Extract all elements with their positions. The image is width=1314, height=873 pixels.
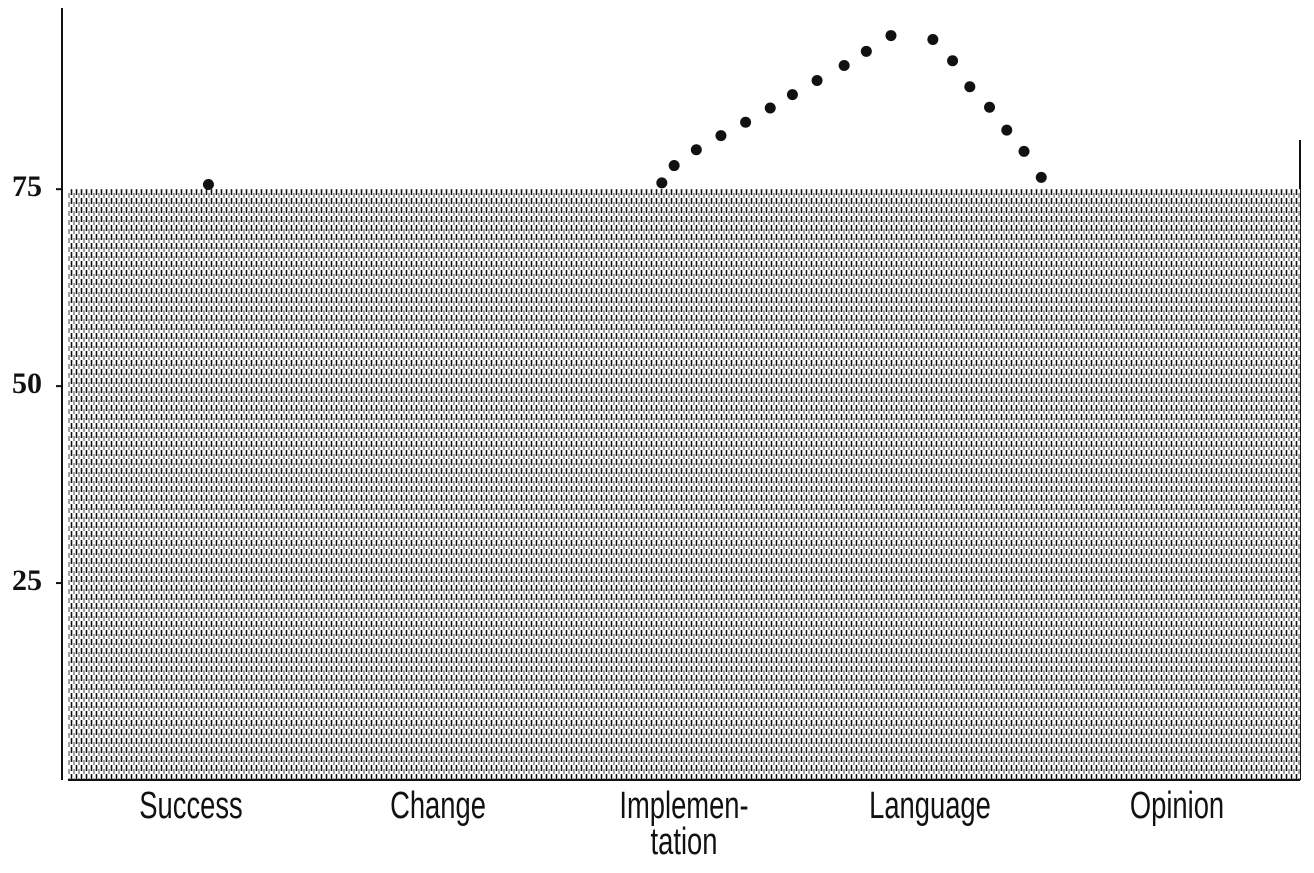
point bbox=[669, 160, 680, 171]
point bbox=[656, 177, 667, 188]
point bbox=[947, 55, 958, 66]
bar bbox=[561, 189, 807, 780]
chart: 25 50 75 bbox=[0, 0, 1314, 873]
y-tick-label: 50 bbox=[12, 367, 42, 400]
point bbox=[1001, 125, 1012, 136]
y-tick-label: 75 bbox=[12, 170, 42, 203]
bar bbox=[68, 189, 314, 780]
point bbox=[927, 34, 938, 45]
page: 255075 (() => { const data = JSON.parse(… bbox=[0, 0, 1314, 873]
point bbox=[715, 130, 726, 141]
x-tick-label: Implemen- tation bbox=[576, 788, 792, 860]
x-tick-label: Opinion bbox=[1069, 788, 1285, 824]
x-tick-label: Language bbox=[822, 788, 1038, 824]
point bbox=[839, 60, 850, 71]
point bbox=[964, 81, 975, 92]
point bbox=[740, 117, 751, 128]
x-tick-label: Change bbox=[330, 788, 546, 824]
point bbox=[812, 75, 823, 86]
point bbox=[203, 179, 214, 190]
point bbox=[885, 30, 896, 41]
point bbox=[691, 144, 702, 155]
point bbox=[1019, 146, 1030, 157]
point bbox=[787, 89, 798, 100]
bar bbox=[314, 189, 560, 780]
point bbox=[861, 46, 872, 57]
point bbox=[765, 103, 776, 114]
bar bbox=[1054, 189, 1300, 780]
y-tick-label: 25 bbox=[12, 564, 42, 597]
point bbox=[1036, 172, 1047, 183]
x-tick-label: Success bbox=[83, 788, 299, 824]
point bbox=[984, 102, 995, 113]
bar bbox=[807, 189, 1053, 780]
